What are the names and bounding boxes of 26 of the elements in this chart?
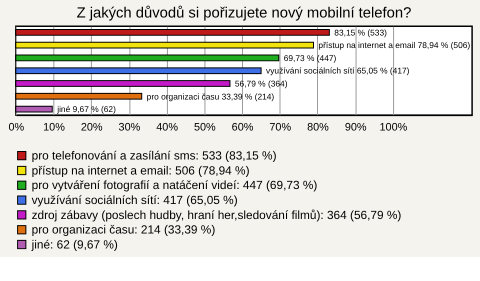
legend-label: pro vytváření fotografií a natáčení videí: 447 (69,73 %) [32, 178, 318, 192]
x-tick-label: 70% [269, 121, 292, 134]
data-label: jiné 9,67 % (62) [56, 104, 116, 114]
x-tick-label: 50% [194, 121, 216, 134]
data-label: pro organizaci času 33,39 % (214) [146, 91, 274, 102]
x-tick-label: 20% [80, 121, 103, 134]
x-tick-label: 80% [307, 121, 330, 134]
x-tick-label: 100% [380, 121, 408, 134]
x-tick-label: 30% [118, 121, 141, 134]
legend-label: přístup na internet a email: 506 (78,94 %) [32, 163, 250, 178]
legend-label: pro organizaci času: 214 (33,39 %) [32, 222, 216, 237]
legend-label: pro telefonování a zasílání sms: 533 (83,15 %) [32, 148, 277, 163]
x-tick-label: 40% [156, 121, 178, 134]
data-label: využívání sociálních sítí 65,05 % (417) [266, 66, 410, 76]
legend-label: jiné: 62 (9,67 %) [30, 238, 118, 252]
data-label: 83,15 % (533) [334, 27, 388, 38]
x-tick-label: 60% [232, 121, 254, 134]
chart-title: Z jakých důvodů si pořizujete nový mobilní telefon? [76, 5, 412, 22]
data-label: 69,73 % (447) [284, 52, 337, 63]
x-tick-label: 90% [344, 121, 367, 134]
x-tick-label: 10% [43, 121, 66, 134]
data-label: přístup na internet a email 78,94 % (506) [318, 40, 470, 50]
legend-label: zdroj zábavy (poslech hudby, hraní her,sledování filmů): 364 (56,79 %) [32, 208, 402, 222]
data-label: 56,79 % (364) [234, 78, 288, 88]
x-tick-label: 0% [8, 121, 24, 134]
legend-label: využívání sociálních sítí: 417 (65,05 %) [32, 193, 238, 208]
